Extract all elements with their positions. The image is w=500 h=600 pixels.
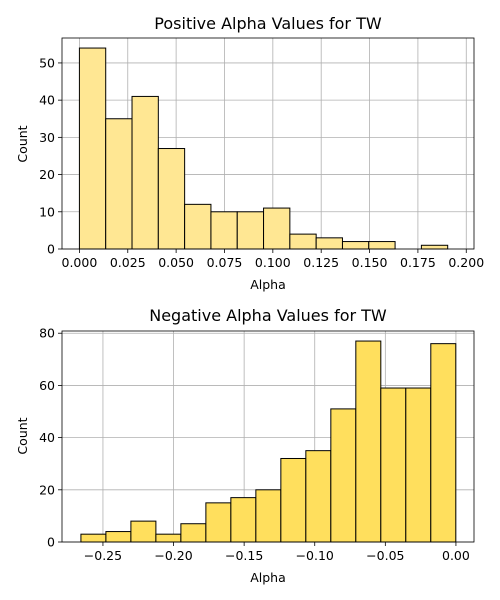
x-tick-label: 0.150 [352, 255, 388, 270]
plot-frame [61, 37, 475, 250]
x-tick-label: −0.15 [225, 548, 263, 563]
histogram-bar [180, 523, 207, 543]
x-tick-label: 0.200 [448, 255, 484, 270]
histogram-bar [305, 450, 332, 543]
histogram-bar [405, 387, 432, 543]
histogram-bar [280, 457, 307, 543]
y-tick-label: 0 [47, 535, 55, 550]
y-axis-label: Count [15, 125, 30, 162]
histogram-bar [80, 533, 107, 543]
y-tick-label: 0 [47, 242, 55, 257]
x-tick-label: 0.100 [255, 255, 291, 270]
chart-title: Positive Alpha Values for TW [154, 14, 382, 33]
histogram-bar [210, 211, 238, 250]
histogram-bar [355, 340, 382, 543]
x-tick-label: 0.050 [158, 255, 194, 270]
negative-alpha-histogram: Negative Alpha Values for TW −0.25 −0.20 −… [15, 306, 475, 585]
histogram-bar [205, 502, 232, 543]
histogram-bar [105, 531, 132, 543]
x-tick-label: 0.175 [400, 255, 436, 270]
histogram-bar [420, 244, 449, 250]
x-tick-label: 0.075 [207, 255, 243, 270]
histogram-bar [255, 489, 282, 543]
histogram-bar [341, 241, 370, 250]
x-tick-label: 0.000 [62, 255, 98, 270]
plot-frame [61, 330, 475, 543]
histogram-bar [157, 148, 186, 250]
histogram-bar [289, 233, 317, 250]
histogram-bar [230, 497, 257, 543]
y-tick-label: 40 [39, 93, 55, 108]
y-tick-label: 20 [39, 482, 55, 497]
histogram-bar [105, 118, 133, 250]
histogram-bar [130, 520, 157, 543]
y-tick-label: 40 [39, 430, 55, 445]
histogram-bar [184, 203, 212, 250]
x-tick-label: −0.10 [296, 548, 334, 563]
y-tick-label: 10 [39, 204, 55, 219]
y-tick-label: 60 [39, 378, 55, 393]
histogram-bar [155, 533, 182, 543]
x-axis-label: Alpha [250, 570, 286, 585]
x-tick-label: 0.125 [303, 255, 339, 270]
y-tick-label: 20 [39, 167, 55, 182]
histogram-bar [430, 343, 457, 543]
histogram-bar [78, 47, 107, 250]
x-tick-label: −0.25 [84, 548, 122, 563]
x-axis-label: Alpha [250, 277, 286, 292]
histogram-bar [380, 387, 407, 543]
x-tick-label: 0.00 [442, 548, 470, 563]
positive-alpha-histogram: Positive Alpha Values for TW 0.000 0.025 0… [15, 14, 484, 292]
histogram-bar [368, 241, 396, 250]
histogram-bar [263, 207, 291, 250]
histogram-bar [131, 95, 159, 250]
chart-title: Negative Alpha Values for TW [149, 306, 387, 325]
y-tick-label: 30 [39, 130, 55, 145]
histogram-bar [315, 237, 343, 250]
y-tick-label: 80 [39, 326, 55, 341]
x-tick-label: −0.05 [366, 548, 404, 563]
y-tick-label: 50 [39, 55, 55, 70]
histogram-bar [330, 408, 357, 543]
histogram-bar [236, 211, 265, 250]
y-axis-label: Count [15, 417, 30, 454]
x-tick-label: −0.20 [154, 548, 192, 563]
x-tick-label: 0.025 [110, 255, 146, 270]
